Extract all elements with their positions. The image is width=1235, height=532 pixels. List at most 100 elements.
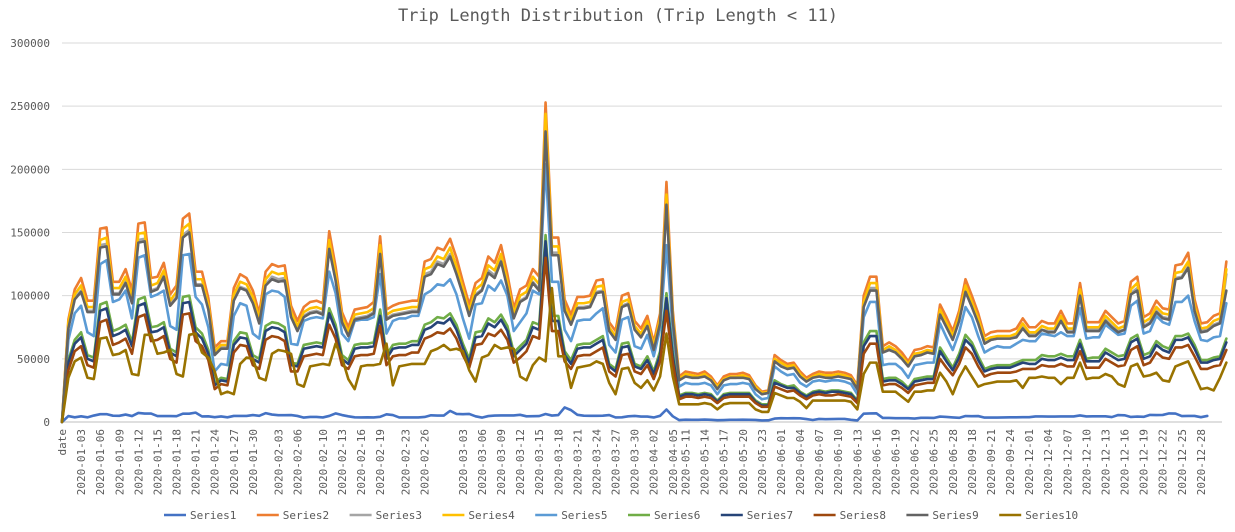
legend-item-series2: Series2 (256, 509, 329, 522)
x-tick-label: 2020-12-25 (1176, 429, 1189, 495)
x-tick-label: 2020-01-03 (75, 429, 88, 495)
x-tick-label: 2020-03-27 (610, 429, 623, 495)
x-tick-label: 2020-09-21 (985, 429, 998, 495)
series-line-series1 (60, 406, 1209, 424)
x-tick-label: 2020-06-28 (947, 429, 960, 495)
x-tick-label: 2020-06-25 (928, 429, 941, 495)
x-tick-label: 2020-01-27 (228, 429, 241, 495)
x-tick-label: 2020-09-18 (966, 429, 979, 495)
legend-item-series4: Series4 (442, 509, 515, 522)
x-tick-label: 2020-12-28 (1195, 429, 1208, 495)
legend-label: Series4 (468, 509, 515, 522)
series-lines (60, 101, 1228, 424)
x-tick-label: 2020-02-03 (272, 429, 285, 495)
series-line-series5 (60, 162, 1228, 424)
x-tick-label: 2020-03-12 (514, 429, 527, 495)
x-tick-label: 2020-12-04 (1042, 429, 1055, 496)
x-tick-label: 2020-02-13 (336, 429, 349, 495)
legend-label: Series7 (747, 509, 793, 522)
x-tick-label: 2020-03-09 (495, 429, 508, 495)
x-tick-label: 2020-05-17 (718, 429, 731, 495)
x-tick-label: 2020-04-05 (667, 429, 680, 495)
x-tick-label: 2020-01-12 (132, 429, 145, 495)
x-axis-tick-labels: date 2020-01-03 2020-01-06 2020-01-09 2020-0… (56, 429, 1208, 496)
x-tick-label: 2020-02-23 (400, 429, 413, 495)
legend-item-series7: Series7 (720, 509, 793, 522)
y-tick-label: 250000 (10, 100, 50, 113)
legend-label: Series8 (840, 509, 886, 522)
legend-item-series10: Series10 (999, 509, 1078, 522)
legend-label: Series5 (561, 509, 607, 522)
x-tick-label: 2020-12-13 (1099, 429, 1112, 495)
x-tick-label: 2020-05-20 (737, 429, 750, 495)
x-tick-label: 2020-12-16 (1119, 429, 1132, 495)
x-tick-label: 2020-02-16 (355, 429, 368, 495)
x-tick-label: 2020-06-22 (909, 429, 922, 495)
y-tick-label: 300000 (10, 37, 50, 50)
x-tick-label: 2020-04-02 (648, 429, 661, 495)
legend: Series1 Series2 Series3 Series4 Series5 Serie… (164, 509, 1078, 522)
x-tick-label: 2020-03-06 (476, 429, 489, 495)
legend-label: Series3 (376, 509, 422, 522)
y-tick-label: 0 (43, 416, 50, 429)
y-tick-label: 50000 (17, 353, 50, 366)
legend-label: Series1 (190, 509, 236, 522)
x-tick-label: 2020-03-15 (533, 429, 546, 495)
series-line-series4 (60, 112, 1228, 424)
x-tick-label: 2020-03-24 (590, 429, 603, 496)
y-axis-tick-labels: 0 50000 100000 150000 200000 250000 300000 (10, 37, 50, 429)
x-tick-label: 2020-12-19 (1138, 429, 1151, 495)
x-tick-label: 2020-01-15 (151, 429, 164, 495)
series-line-series9 (60, 130, 1228, 424)
x-tick-label: 2020-01-06 (94, 429, 107, 495)
x-tick-label: date (56, 429, 69, 456)
legend-item-series6: Series6 (628, 509, 700, 522)
legend-item-series3: Series3 (349, 509, 422, 522)
legend-item-series8: Series8 (813, 509, 886, 522)
legend-item-series1: Series1 (164, 509, 236, 522)
x-tick-label: 2020-09-24 (1004, 429, 1017, 496)
x-tick-label: 2020-05-11 (680, 429, 693, 495)
legend-label: Series9 (932, 509, 978, 522)
x-tick-label: 2020-06-13 (851, 429, 864, 495)
chart-title: Trip Length Distribution (Trip Length < … (398, 6, 838, 26)
series-line-series7 (60, 240, 1228, 424)
x-tick-label: 2020-01-09 (113, 429, 126, 495)
legend-label: Series2 (283, 509, 329, 522)
x-tick-label: 2020-03-18 (552, 429, 565, 495)
x-tick-label: 2020-06-19 (890, 429, 903, 495)
x-tick-label: 2020-05-23 (756, 429, 769, 495)
x-tick-label: 2020-06-16 (870, 429, 883, 495)
x-tick-label: 2020-06-10 (832, 429, 845, 495)
x-tick-label: 2020-06-07 (813, 429, 826, 495)
x-tick-label: 2020-01-30 (247, 429, 260, 495)
y-tick-label: 150000 (10, 227, 50, 240)
legend-item-series9: Series9 (906, 509, 979, 522)
x-tick-label: 2020-02-26 (419, 429, 432, 495)
legend-label: Series6 (654, 509, 700, 522)
x-tick-label: 2020-01-24 (209, 429, 222, 496)
x-tick-label: 2020-05-14 (699, 429, 712, 496)
legend-label: Series10 (1025, 509, 1078, 522)
series-line-series6 (60, 233, 1228, 424)
legend-item-series5: Series5 (535, 509, 608, 522)
x-tick-label: 2020-03-21 (571, 429, 584, 495)
series-line-series10 (60, 286, 1228, 424)
x-tick-label: 2020-01-18 (171, 429, 184, 495)
x-tick-label: 2020-03-03 (457, 429, 470, 495)
x-tick-label: 2020-03-30 (629, 429, 642, 495)
x-tick-label: 2020-06-01 (775, 429, 788, 495)
series-line-series2 (60, 101, 1228, 424)
y-tick-label: 100000 (10, 290, 50, 303)
x-tick-label: 2020-01-21 (190, 429, 203, 495)
x-tick-label: 2020-12-01 (1023, 429, 1036, 495)
x-tick-label: 2020-12-07 (1061, 429, 1074, 495)
x-tick-label: 2020-02-06 (291, 429, 304, 495)
x-tick-label: 2020-02-10 (317, 429, 330, 495)
x-tick-label: 2020-12-10 (1080, 429, 1093, 495)
x-tick-label: 2020-06-04 (794, 429, 807, 496)
x-tick-label: 2020-12-22 (1157, 429, 1170, 495)
x-tick-label: 2020-02-19 (374, 429, 387, 495)
y-tick-label: 200000 (10, 163, 50, 176)
